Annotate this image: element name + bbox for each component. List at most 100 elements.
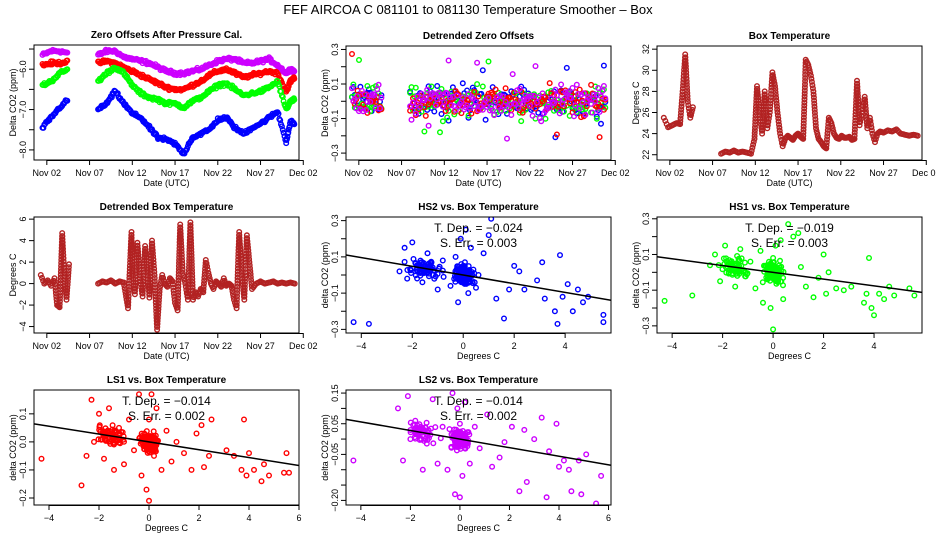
data-point	[772, 83, 779, 90]
data-point-LS2	[561, 96, 568, 103]
y-tick-label: 22	[641, 150, 651, 160]
x-tick-label: Nov 22	[516, 168, 545, 178]
data-point-HS1	[444, 114, 451, 121]
data-point	[158, 466, 165, 473]
data-point-LS1	[370, 98, 377, 105]
y-tick-label: −6.0	[18, 60, 28, 78]
data-point	[418, 436, 425, 443]
y-tick-label: 28	[641, 86, 651, 96]
x-tick-label: 2	[507, 513, 512, 523]
data-point-LS2	[496, 92, 503, 99]
data-point	[456, 442, 463, 449]
y-tick-label: −0.2	[18, 489, 28, 507]
data-point	[404, 267, 411, 274]
data-point	[774, 112, 781, 119]
data-point-HS2	[445, 117, 452, 124]
x-tick-label: Nov 17	[784, 168, 813, 178]
data-point	[863, 110, 870, 117]
data-point-HS2	[465, 114, 472, 121]
data-point	[506, 286, 513, 293]
data-point	[155, 297, 162, 304]
data-point	[187, 219, 194, 226]
data-point-HS1	[485, 58, 492, 65]
data-point	[59, 233, 66, 240]
data-point	[773, 97, 780, 104]
x-axis-label: Date (UTC)	[766, 178, 812, 188]
data-point	[752, 124, 759, 131]
data-point	[868, 127, 875, 134]
data-point	[583, 451, 590, 458]
x-tick-label: Nov 07	[387, 168, 416, 178]
data-point	[679, 94, 686, 101]
data-point	[149, 246, 156, 253]
data-point	[756, 112, 763, 119]
plot-area	[346, 390, 611, 505]
data-point	[129, 269, 136, 276]
data-point	[598, 472, 605, 479]
data-point	[175, 283, 182, 290]
data-point	[682, 51, 689, 58]
data-point	[136, 272, 143, 279]
data-point	[496, 454, 503, 461]
data-point	[767, 103, 774, 110]
data-point	[760, 299, 767, 306]
data-point	[180, 450, 187, 457]
data-point	[574, 286, 581, 293]
x-tick-label: Nov 02	[33, 168, 62, 178]
data-point	[56, 298, 63, 305]
plot-area	[346, 217, 611, 327]
x-axis-label: Date (UTC)	[455, 178, 501, 188]
data-point	[862, 105, 869, 112]
data-point	[436, 263, 443, 270]
data-point	[600, 319, 607, 326]
data-point	[128, 228, 135, 235]
data-point	[60, 251, 67, 258]
data-point	[120, 461, 127, 468]
data-point-HS1	[437, 129, 444, 136]
panel-title: LS1 vs. Box Temperature	[107, 375, 227, 386]
data-point	[237, 249, 244, 256]
data-point	[107, 440, 114, 447]
regression-line	[657, 255, 922, 294]
data-point-HS1	[545, 89, 552, 96]
data-point	[855, 95, 862, 102]
data-point	[142, 245, 149, 252]
data-point-HS1	[593, 115, 600, 122]
data-point	[456, 420, 463, 427]
data-point	[868, 305, 875, 312]
data-point	[246, 259, 253, 266]
data-point	[281, 469, 288, 476]
data-point	[876, 290, 883, 297]
data-point-HS1	[280, 98, 287, 105]
data-point	[761, 91, 768, 98]
data-point	[800, 123, 807, 130]
figure-title: FEF AIRCOA C 081101 to 081130 Temperatur…	[283, 2, 653, 17]
data-point	[57, 292, 64, 299]
data-point	[245, 450, 252, 457]
data-point	[756, 109, 763, 116]
data-point	[178, 239, 185, 246]
data-point	[684, 95, 691, 102]
data-point	[236, 231, 243, 238]
x-tick-label: −4	[667, 341, 677, 351]
data-point	[736, 257, 743, 264]
y-axis-label: delta CO2 (ppm)	[320, 414, 330, 481]
tdep-annotation: T. Dep. = −0.014	[434, 394, 523, 408]
data-point	[188, 240, 195, 247]
data-point	[174, 301, 181, 308]
data-point	[553, 420, 560, 427]
data-point	[454, 263, 461, 270]
data-point	[154, 312, 161, 319]
data-point	[139, 290, 146, 297]
data-point	[245, 253, 252, 260]
data-point	[124, 305, 131, 312]
data-point	[429, 272, 436, 279]
data-point-LS2	[596, 108, 603, 115]
data-point	[600, 311, 607, 318]
data-point-LS2	[569, 84, 576, 91]
data-point-LS2	[575, 90, 582, 97]
data-point-LS2	[367, 98, 374, 105]
data-point	[493, 295, 500, 302]
data-point	[243, 472, 250, 479]
data-point	[247, 274, 254, 281]
